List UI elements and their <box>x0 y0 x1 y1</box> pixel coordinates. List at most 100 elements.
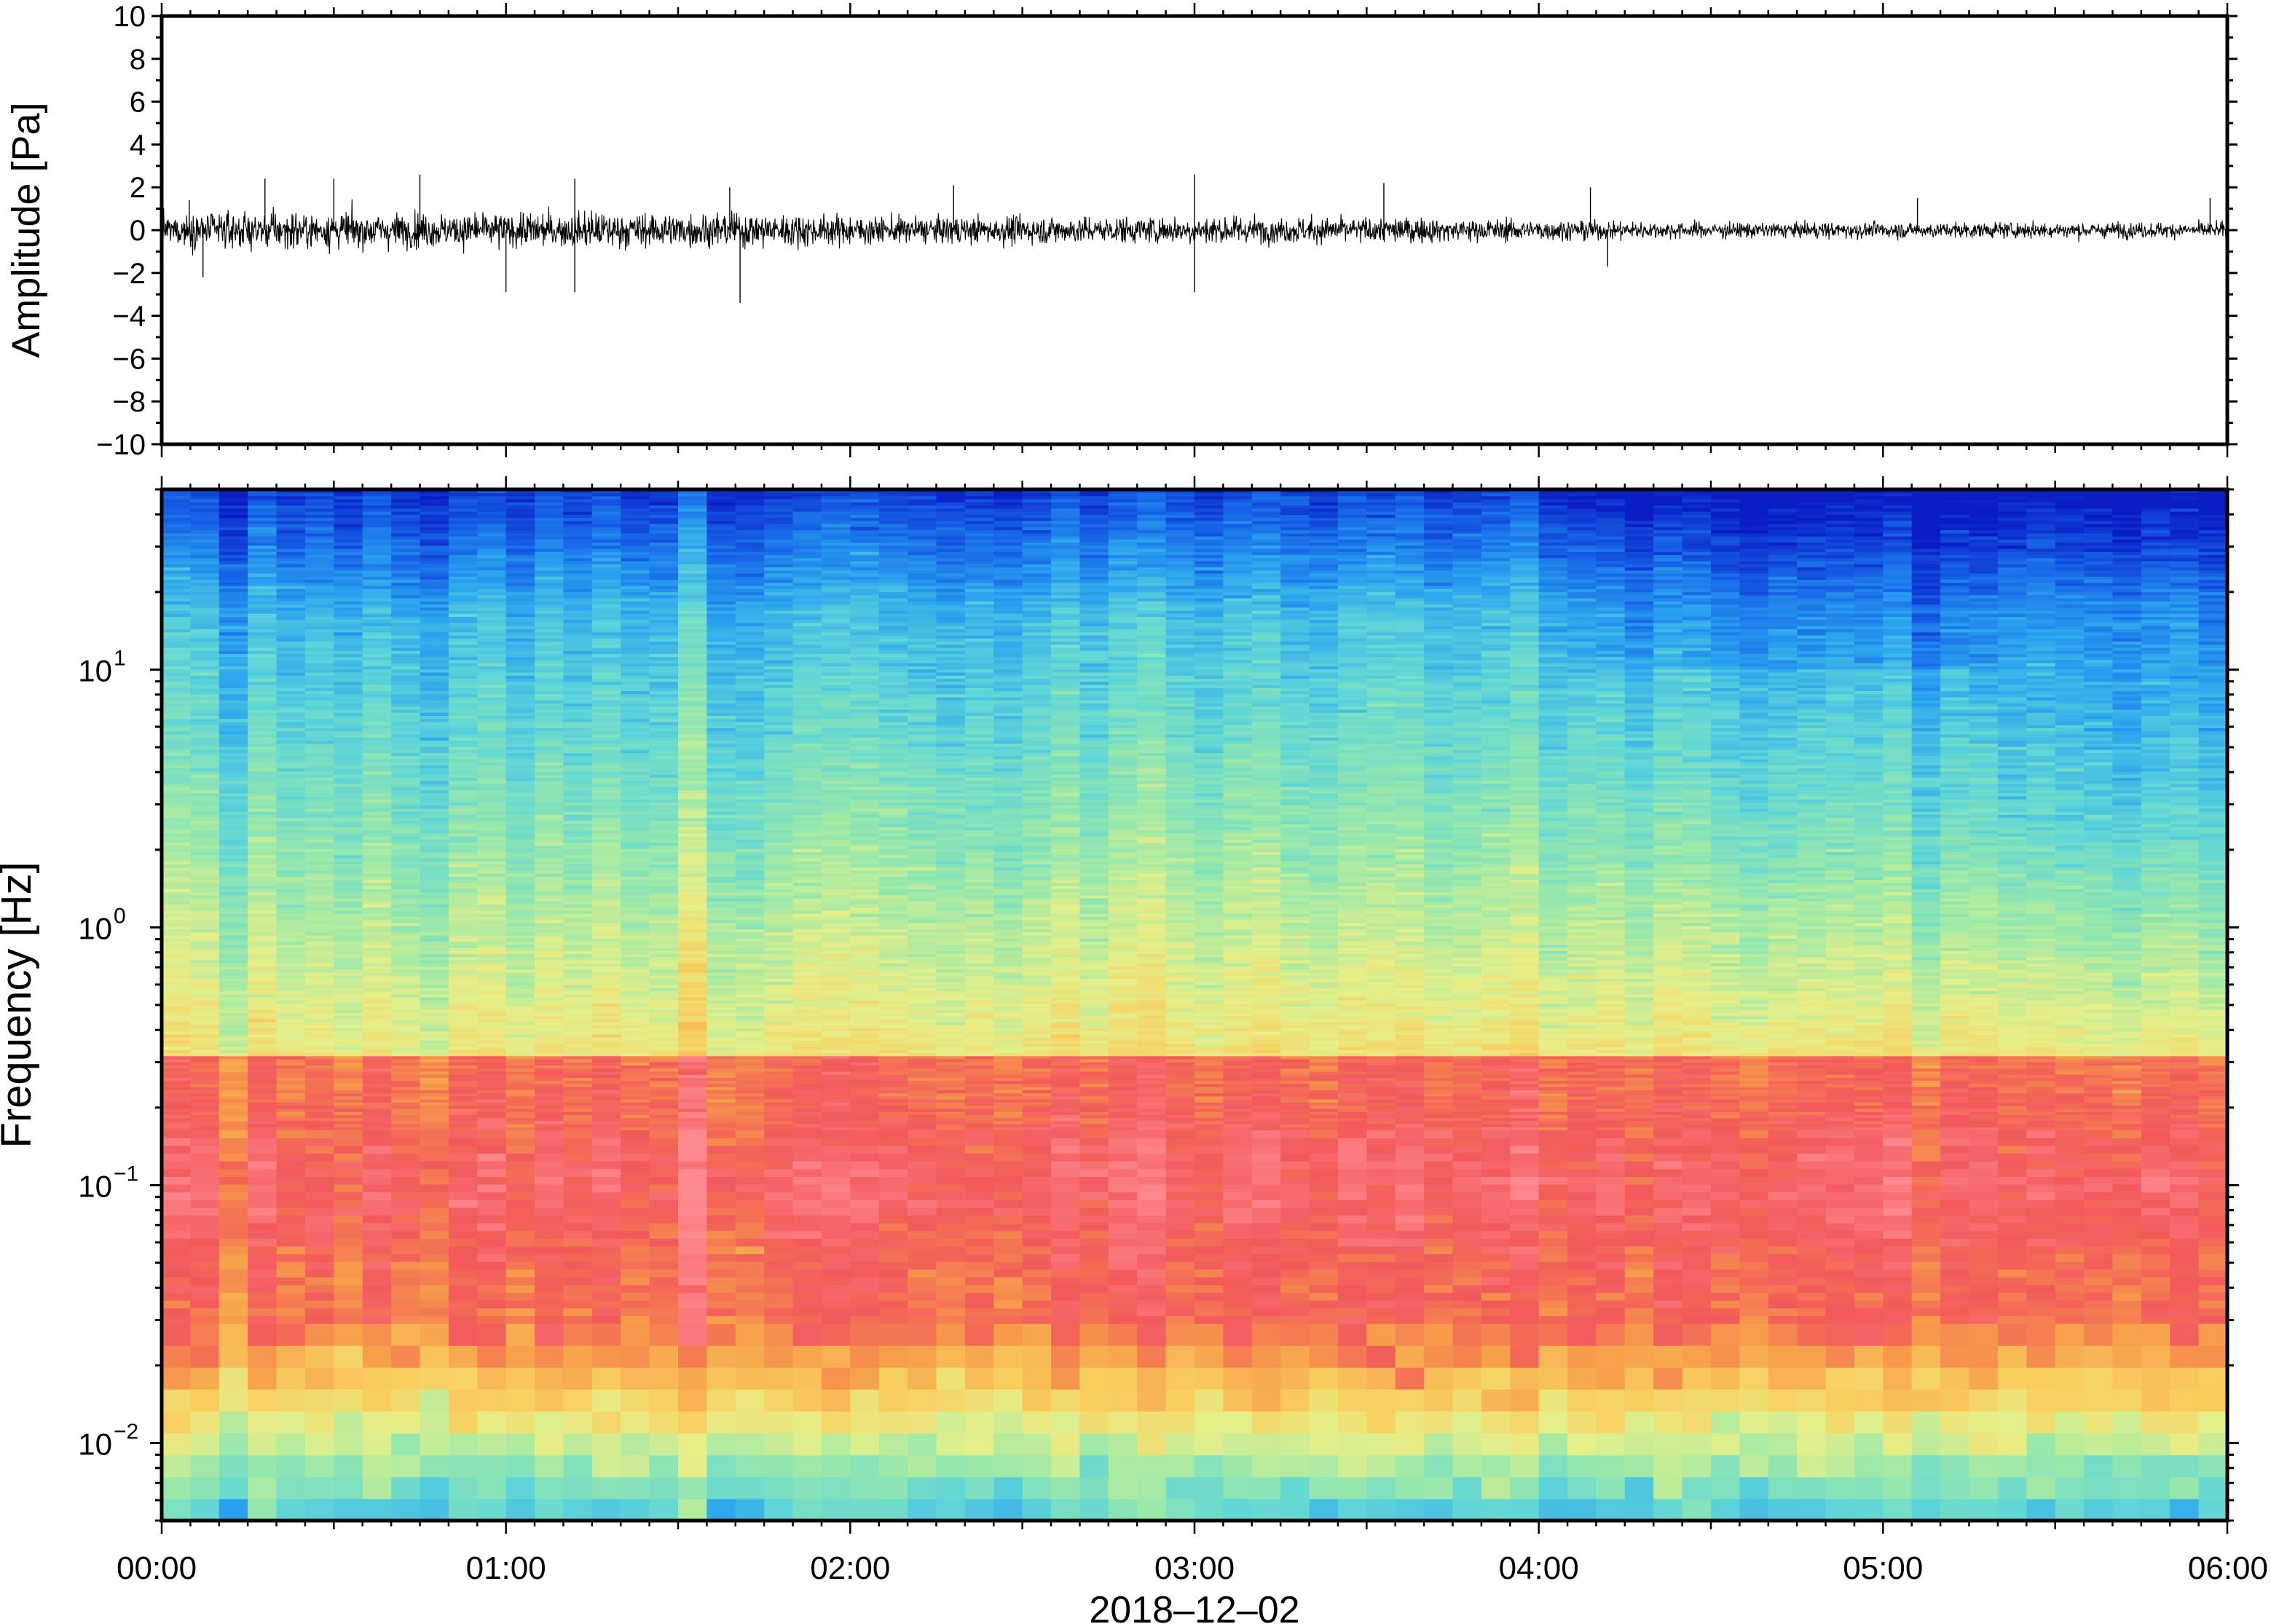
spectrogram-cell <box>707 700 736 703</box>
spectrogram-cell <box>391 557 421 561</box>
spectrogram-cell <box>162 1028 191 1032</box>
spectrogram-cell <box>190 564 220 568</box>
spectrogram-cell <box>162 938 191 942</box>
spectrogram-cell <box>420 768 449 772</box>
spectrogram-cell <box>707 805 736 809</box>
spectrogram-cell <box>276 1089 306 1094</box>
spectrogram-cell <box>420 678 449 682</box>
spectrogram-cell <box>248 672 278 676</box>
spectrogram-cell <box>391 697 421 701</box>
spectrogram-cell <box>276 626 306 630</box>
spectrogram-cell <box>276 990 306 995</box>
spectrogram-cell <box>362 1087 392 1090</box>
spectrogram-cell <box>420 770 449 775</box>
spectrogram-cell <box>162 827 191 831</box>
spectrogram-cell <box>535 499 564 502</box>
spectrogram-cell <box>248 527 278 531</box>
spectrogram-cell <box>621 715 650 720</box>
spectrogram-cell <box>219 520 248 524</box>
spectrogram-cell <box>304 505 334 509</box>
spectrogram-cell <box>190 901 220 905</box>
spectrogram-cell <box>649 842 679 846</box>
spectrogram-cell <box>621 1323 650 1346</box>
spectrogram-cell <box>649 644 679 648</box>
spectrogram-cell <box>448 966 478 970</box>
spectrogram-cell <box>678 623 707 626</box>
spectrogram-cell <box>190 1055 220 1060</box>
spectrogram-cell <box>248 730 278 735</box>
spectrogram-cell <box>621 638 650 642</box>
spectrogram-cell <box>477 774 507 778</box>
spectrogram-cell <box>649 780 679 784</box>
spectrogram-cell <box>448 650 478 654</box>
spectrogram-cell <box>162 1084 191 1087</box>
spectrogram-cell <box>362 864 392 868</box>
spectrogram-cell <box>591 1015 621 1020</box>
spectrogram-cell <box>334 492 363 497</box>
spectrogram-cell <box>190 1124 220 1127</box>
spectrogram-cell <box>334 687 363 691</box>
spectrogram-cell <box>707 827 736 831</box>
spectrogram-cell <box>304 669 334 673</box>
spectrogram-cell <box>391 635 421 639</box>
spectrogram-cell <box>649 1111 679 1115</box>
spectrogram-cell <box>276 529 306 534</box>
spectrogram-cell <box>621 1292 650 1301</box>
spectrogram-cell <box>649 1138 679 1146</box>
spectrogram-cell <box>248 1253 278 1262</box>
spectrogram-cell <box>678 740 707 744</box>
spectrogram-cell <box>391 1022 421 1025</box>
spectrogram-cell <box>563 990 593 995</box>
spectrogram-cell <box>362 981 392 985</box>
spectrogram-cell <box>276 1215 306 1223</box>
spectrogram-cell <box>707 703 736 707</box>
spectrogram-cell <box>535 576 564 580</box>
spectrogram-cell <box>678 601 707 605</box>
spectrogram-cell <box>505 532 535 537</box>
spectrogram-cell <box>362 1261 392 1270</box>
spectrogram-cell <box>362 551 392 556</box>
spectrogram-cell <box>477 1292 507 1301</box>
spectrogram-cell <box>649 1253 679 1262</box>
spectrogram-cell <box>678 647 707 651</box>
spectrogram-cell <box>448 529 478 534</box>
spectrogram-cell <box>362 505 392 509</box>
spectrogram-cell <box>535 811 564 815</box>
spectrogram-cell <box>248 861 278 864</box>
spectrogram-cell <box>162 907 191 911</box>
spectrogram-cell <box>591 495 621 500</box>
spectrogram-cell <box>678 832 707 837</box>
spectrogram-cell <box>707 697 736 701</box>
spectrogram-cell <box>190 1269 220 1277</box>
spectrogram-cell <box>276 733 306 738</box>
spectrogram-cell <box>678 1062 707 1065</box>
spectrogram-cell <box>276 814 306 819</box>
spectrogram-cell <box>707 1059 736 1063</box>
spectrogram-cell <box>477 675 507 679</box>
spectrogram-cell <box>477 762 507 765</box>
spectrogram-cell <box>162 820 191 824</box>
spectrogram-cell <box>591 941 621 945</box>
spectrogram-cell <box>707 972 736 976</box>
spectrogram-cell <box>304 848 334 852</box>
spectrogram-cell <box>276 1277 306 1285</box>
spectrogram-cell <box>621 1230 650 1239</box>
spectrogram-cell <box>362 631 392 636</box>
spectrogram-cell <box>248 755 278 760</box>
spectrogram-cell <box>420 1055 449 1060</box>
spectrogram-cell <box>276 598 306 602</box>
spectrogram-cell <box>219 594 248 599</box>
spectrogram-cell <box>563 799 593 803</box>
spectrogram-cell <box>219 517 248 521</box>
spectrogram-cell <box>505 1006 535 1010</box>
spectrogram-cell <box>505 854 535 859</box>
spectrogram-cell <box>276 1099 306 1103</box>
spectrogram-cell <box>162 1308 191 1317</box>
spectrogram-cell <box>505 697 535 701</box>
spectrogram-cell <box>391 898 421 902</box>
spectrogram-cell <box>248 799 278 803</box>
spectrogram-cell <box>477 799 507 803</box>
spectrogram-cell <box>276 1223 306 1231</box>
spectrogram-cell <box>420 1037 449 1041</box>
spectrogram-cell <box>391 857 421 862</box>
